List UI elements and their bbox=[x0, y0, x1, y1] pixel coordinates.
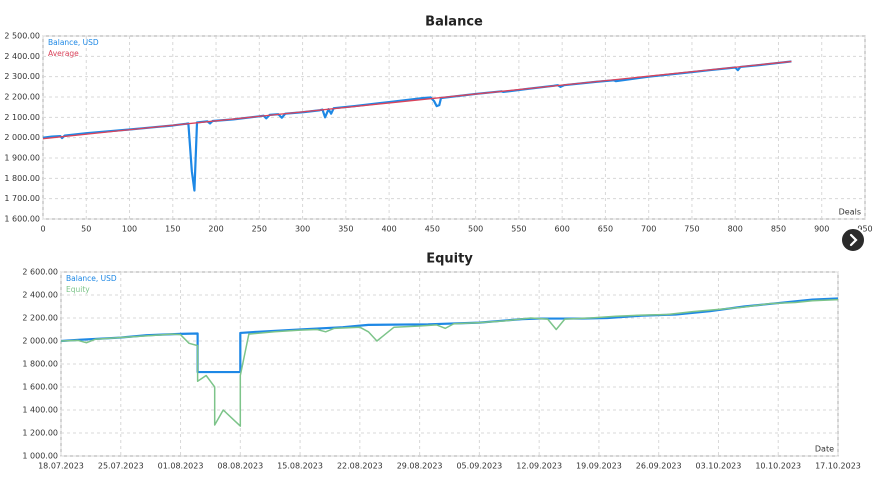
plot-area bbox=[60, 271, 839, 457]
y-tick-label: 1 600.00 bbox=[22, 383, 58, 392]
next-button[interactable] bbox=[840, 227, 866, 253]
x-tick-label: 450 bbox=[425, 225, 440, 234]
y-tick-label: 2 200.00 bbox=[22, 314, 58, 323]
x-tick-label: 10.10.2023 bbox=[755, 462, 801, 471]
x-tick-label: 200 bbox=[208, 225, 223, 234]
x-tick-label: 150 bbox=[165, 225, 180, 234]
x-tick-label: 15.08.2023 bbox=[277, 462, 323, 471]
x-tick-label: 550 bbox=[511, 225, 526, 234]
x-tick-label: 08.08.2023 bbox=[217, 462, 263, 471]
x-tick-label: 100 bbox=[122, 225, 137, 234]
y-tick-label: 1 800.00 bbox=[22, 360, 58, 369]
x-tick-label: 05.09.2023 bbox=[456, 462, 502, 471]
series-line bbox=[60, 298, 839, 427]
x-tick-label: 400 bbox=[381, 225, 396, 234]
x-tick-label: 950 bbox=[857, 225, 872, 234]
x-tick-label: 19.09.2023 bbox=[576, 462, 622, 471]
chevron-icon bbox=[849, 233, 858, 247]
chart-title: Balance bbox=[425, 15, 483, 30]
y-tick-label: 1 900.00 bbox=[4, 154, 40, 163]
y-tick-label: 2 200.00 bbox=[4, 93, 40, 102]
x-tick-label: 01.08.2023 bbox=[158, 462, 204, 471]
x-tick-label: 17.10.2023 bbox=[815, 462, 861, 471]
x-tick-label: 850 bbox=[771, 225, 786, 234]
x-tick-label: 750 bbox=[684, 225, 699, 234]
x-tick-label: 12.09.2023 bbox=[516, 462, 562, 471]
button-circle bbox=[840, 227, 866, 253]
x-tick-label: 500 bbox=[468, 225, 483, 234]
y-tick-label: 1 600.00 bbox=[4, 215, 40, 224]
x-tick-label: 22.08.2023 bbox=[337, 462, 383, 471]
y-tick-label: 2 500.00 bbox=[4, 32, 40, 41]
x-tick-label: 600 bbox=[555, 225, 570, 234]
x-tick-label: 300 bbox=[295, 225, 310, 234]
x-tick-label: 700 bbox=[641, 225, 656, 234]
x-tick-label: 350 bbox=[338, 225, 353, 234]
y-tick-label: 2 000.00 bbox=[22, 337, 58, 346]
x-axis-label: Deals bbox=[839, 208, 861, 217]
y-tick-label: 2 300.00 bbox=[4, 72, 40, 81]
x-axis-label: Date bbox=[815, 445, 834, 454]
y-tick-label: 1 000.00 bbox=[22, 452, 58, 461]
y-tick-label: 1 400.00 bbox=[22, 406, 58, 415]
y-tick-label: 1 200.00 bbox=[22, 429, 58, 438]
x-tick-label: 800 bbox=[728, 225, 743, 234]
x-tick-label: 03.10.2023 bbox=[696, 462, 742, 471]
legend-entry: Equity bbox=[66, 285, 90, 294]
y-tick-label: 2 600.00 bbox=[22, 268, 58, 277]
series-line bbox=[60, 297, 839, 374]
x-tick-label: 50 bbox=[81, 225, 91, 234]
y-tick-label: 2 400.00 bbox=[4, 52, 40, 61]
x-tick-label: 25.07.2023 bbox=[98, 462, 144, 471]
x-tick-label: 250 bbox=[252, 225, 267, 234]
x-tick-label: 0 bbox=[40, 225, 45, 234]
legend-entry: Average bbox=[48, 49, 79, 58]
y-tick-label: 1 700.00 bbox=[4, 194, 40, 203]
x-tick-label: 18.07.2023 bbox=[38, 462, 84, 471]
legend-entry: Balance, USD bbox=[66, 274, 117, 283]
x-tick-label: 650 bbox=[598, 225, 613, 234]
x-tick-label: 26.09.2023 bbox=[636, 462, 682, 471]
y-tick-label: 2 100.00 bbox=[4, 113, 40, 122]
y-tick-label: 1 800.00 bbox=[4, 174, 40, 183]
legend-entry: Balance, USD bbox=[48, 38, 99, 47]
y-tick-label: 2 400.00 bbox=[22, 291, 58, 300]
x-tick-label: 29.08.2023 bbox=[397, 462, 443, 471]
series-line bbox=[42, 60, 792, 140]
x-tick-label: 900 bbox=[814, 225, 829, 234]
y-tick-label: 2 000.00 bbox=[4, 133, 40, 142]
chart-title: Equity bbox=[426, 252, 473, 267]
plot-area bbox=[42, 35, 866, 220]
